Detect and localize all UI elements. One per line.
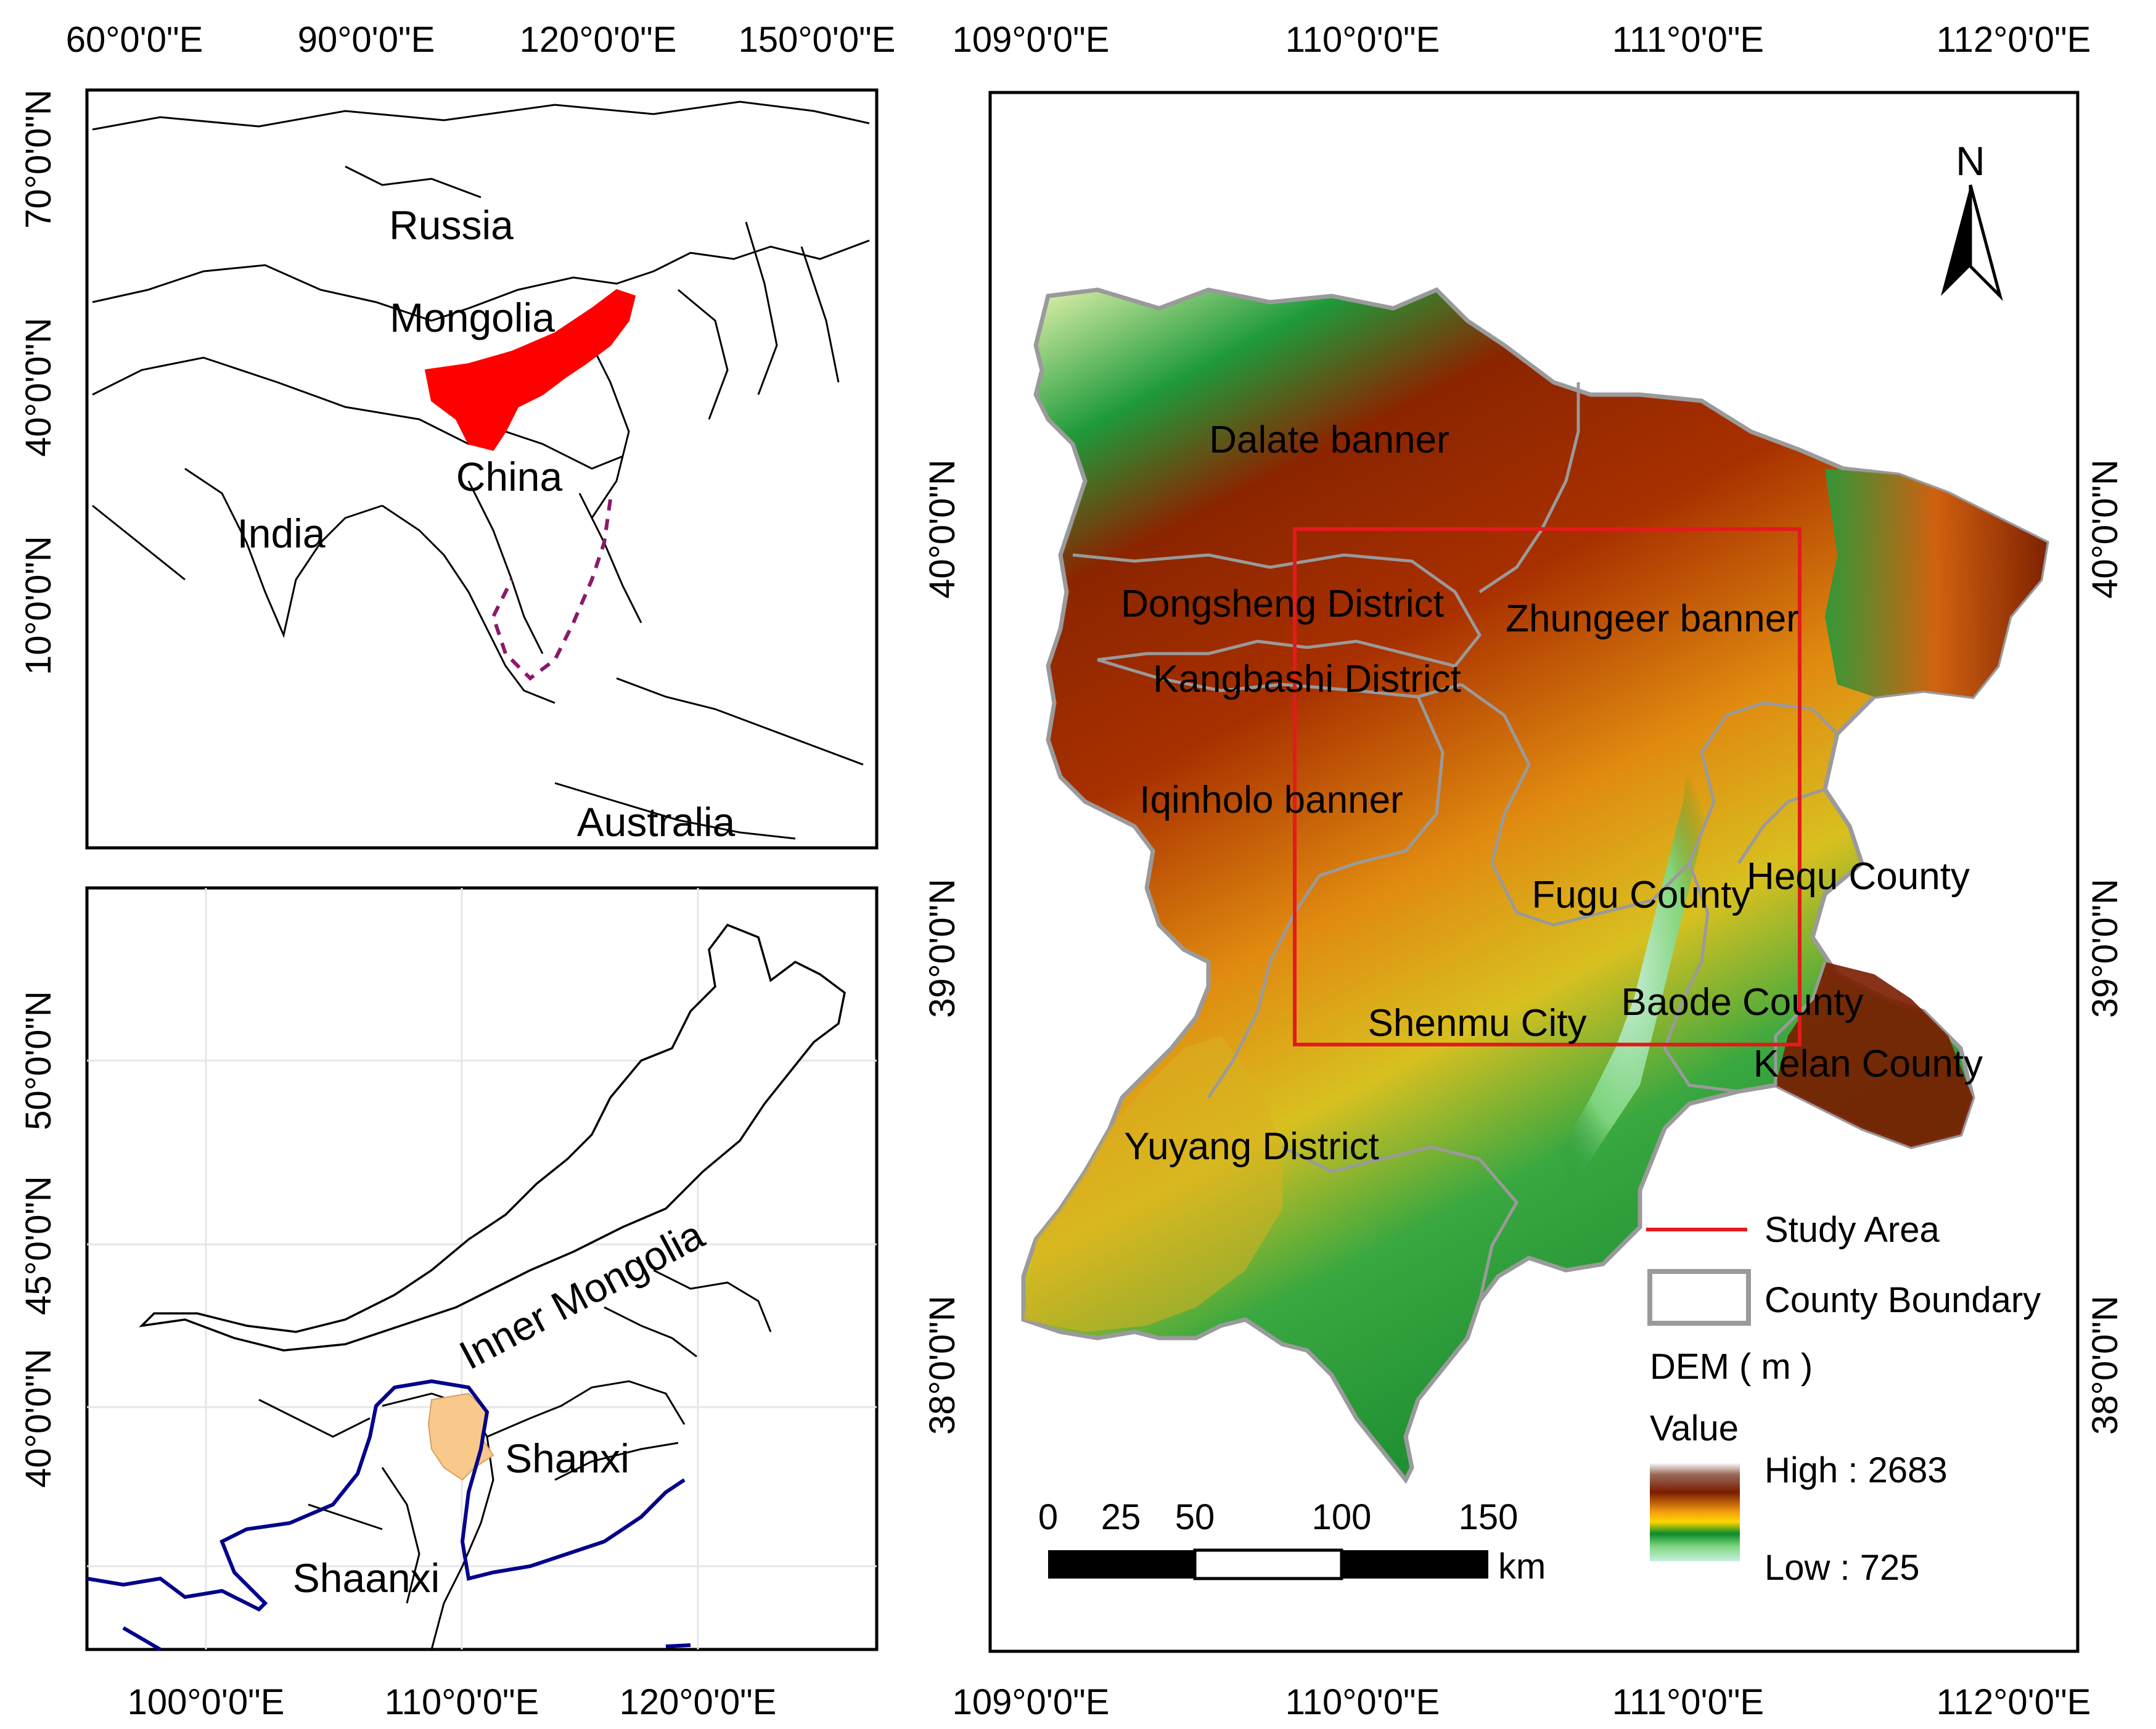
label-kelan-county: Kelan County <box>1753 1043 1983 1085</box>
kelan-highland <box>1776 962 1973 1147</box>
main-lat-right-38: 38°0'0"N <box>2085 1296 2125 1435</box>
label-mongolia: Mongolia <box>390 295 555 340</box>
main-lat-left-38: 38°0'0"N <box>922 1296 962 1435</box>
main-lat-left-40: 40°0'0"N <box>922 459 962 599</box>
scale-tick-0: 0 <box>1038 1497 1058 1537</box>
main-lon-top-112: 112°0'0"E <box>1937 20 2091 60</box>
china-inset-map: 100°0'0"E 110°0'0"E 120°0'0"E 50°0'0"N 4… <box>18 886 879 1722</box>
china-lat-tick-40: 40°0'0"N <box>18 1349 59 1488</box>
scale-tick-50: 50 <box>1175 1497 1215 1537</box>
label-zhungeer-banner: Zhungeer banner <box>1506 598 1799 640</box>
river-east-tail <box>665 1643 691 1648</box>
legend-value-label: Value <box>1650 1408 1739 1448</box>
study-area-rectangle <box>1293 527 1801 1046</box>
main-lat-right-39: 39°0'0"N <box>2085 879 2125 1018</box>
legend-study-area: Study Area <box>1765 1210 1940 1250</box>
label-dalate-banner: Dalate banner <box>1209 419 1449 461</box>
label-shenmu-city: Shenmu City <box>1368 1002 1587 1045</box>
north-arrow-label: N <box>1956 138 1985 184</box>
scale-tick-25: 25 <box>1101 1497 1141 1537</box>
asia-lat-tick-10: 10°0'0"N <box>18 536 59 675</box>
main-lon-bottom-112: 112°0'0"E <box>1937 1682 2091 1722</box>
scale-tick-150: 150 <box>1459 1497 1519 1537</box>
eastern-highland <box>1825 469 2047 697</box>
label-russia: Russia <box>389 202 514 248</box>
legend-high: High : 2683 <box>1765 1450 1948 1490</box>
north-arrow-icon: N <box>1941 138 2003 302</box>
yellow-river <box>86 1379 686 1612</box>
label-dongsheng-district: Dongsheng District <box>1121 583 1444 625</box>
county-boundaries <box>1072 382 1838 1302</box>
asia-inset-frame <box>85 88 879 850</box>
asia-lon-tick-150: 150°0'0"E <box>739 20 896 60</box>
inner-mongolia-highlight <box>424 289 636 451</box>
county-boundary-swatch <box>1647 1269 1751 1326</box>
scale-bar: 0 25 50 100 150 km <box>1038 1497 1546 1587</box>
scale-tick-100: 100 <box>1312 1497 1372 1537</box>
main-lon-bottom-110: 110°0'0"E <box>1285 1682 1440 1722</box>
asia-lon-tick-120: 120°0'0"E <box>520 20 677 60</box>
china-lat-tick-45: 45°0'0"N <box>18 1176 59 1315</box>
china-lon-tick-110: 110°0'0"E <box>385 1682 539 1722</box>
main-lon-top-109: 109°0'0"E <box>953 20 1110 60</box>
asia-inset-map: 60°0'0"E 90°0'0"E 120°0'0"E 150°0'0"E 70… <box>18 20 896 850</box>
asia-lon-tick-90: 90°0'0"E <box>298 20 435 60</box>
china-lon-tick-100: 100°0'0"E <box>128 1682 285 1722</box>
main-dem-map: 109°0'0"E 110°0'0"E 111°0'0"E 112°0'0"E … <box>922 20 2125 1722</box>
label-india: India <box>237 511 325 556</box>
china-lat-tick-50: 50°0'0"N <box>18 991 59 1130</box>
label-china: China <box>456 454 563 499</box>
river-tail <box>122 1626 162 1651</box>
river-valley <box>1529 715 1726 1233</box>
nine-dash-line <box>491 499 612 681</box>
main-lon-bottom-109: 109°0'0"E <box>953 1682 1110 1722</box>
main-lon-top-110: 110°0'0"E <box>1285 20 1440 60</box>
main-lat-left-39: 39°0'0"N <box>922 879 962 1018</box>
label-fugu-county: Fugu County <box>1532 874 1751 916</box>
asia-lat-tick-70: 70°0'0"N <box>18 89 59 229</box>
legend-county-boundary: County Boundary <box>1765 1280 2041 1320</box>
label-shanxi: Shanxi <box>505 1435 629 1481</box>
southwest-lowland <box>1023 1036 1282 1332</box>
label-shaanxi: Shaanxi <box>293 1555 440 1601</box>
asia-country-outlines <box>92 101 870 840</box>
scale-unit: km <box>1498 1546 1546 1587</box>
legend-dem-title: DEM ( m ) <box>1650 1347 1813 1387</box>
asia-lon-tick-60: 60°0'0"E <box>66 20 203 60</box>
asia-lat-tick-40: 40°0'0"N <box>18 318 59 457</box>
label-yuyang-district: Yuyang District <box>1124 1125 1379 1168</box>
label-australia: Australia <box>577 799 736 845</box>
main-lat-right-40: 40°0'0"N <box>2085 459 2125 599</box>
china-lon-tick-120: 120°0'0"E <box>620 1682 777 1722</box>
legend-low: Low : 725 <box>1765 1548 1920 1588</box>
dem-color-ramp <box>1650 1463 1740 1561</box>
label-hequ-county: Hequ County <box>1747 855 1970 898</box>
label-kangbashi-district: Kangbashi District <box>1153 658 1461 700</box>
main-lon-top-111: 111°0'0"E <box>1612 20 1764 60</box>
map-legend: Study Area County Boundary DEM ( m ) Val… <box>1646 1210 2041 1588</box>
label-iqinholo-banner: Iqinholo banner <box>1139 779 1403 821</box>
label-baode-county: Baode County <box>1621 981 1864 1024</box>
main-lon-bottom-111: 111°0'0"E <box>1612 1682 1764 1722</box>
inner-mongolia-outline <box>139 923 846 1352</box>
